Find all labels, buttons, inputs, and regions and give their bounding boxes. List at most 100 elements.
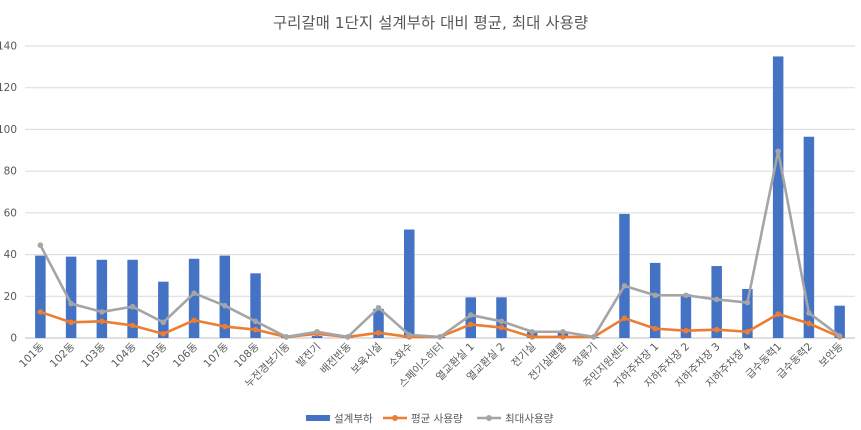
line-point xyxy=(129,322,136,329)
x-tick-label: 보육시설 xyxy=(349,341,385,377)
bar xyxy=(742,288,753,338)
line-series xyxy=(37,148,843,340)
y-tick-label: 100 xyxy=(0,124,17,136)
line-point xyxy=(560,328,566,335)
line-point xyxy=(806,310,812,316)
line-point xyxy=(683,327,689,334)
bar xyxy=(404,229,415,338)
line-point xyxy=(37,242,44,248)
x-tick-label: 107동 xyxy=(201,340,231,370)
bar xyxy=(127,259,138,338)
line-point xyxy=(683,292,689,299)
line-point xyxy=(129,303,136,310)
x-tick-label: 108동 xyxy=(232,340,262,370)
bar-series xyxy=(35,56,845,339)
bar xyxy=(619,213,630,338)
line-point xyxy=(529,328,536,335)
bar xyxy=(772,56,784,339)
line-point xyxy=(252,326,259,333)
legend-label: 설계부하 xyxy=(334,412,373,425)
x-tick-label: 소화수 xyxy=(386,340,415,369)
line-point xyxy=(652,325,658,332)
legend-swatch xyxy=(306,415,330,421)
x-tick-label: 102동 xyxy=(48,340,78,370)
bar xyxy=(250,273,261,338)
line-point xyxy=(621,283,628,289)
line-point xyxy=(744,328,751,335)
bar xyxy=(680,294,692,338)
line-point xyxy=(222,323,228,330)
bar xyxy=(96,259,108,338)
bar xyxy=(158,281,169,338)
bar xyxy=(373,308,384,338)
line-point xyxy=(99,309,105,315)
bar xyxy=(35,255,46,338)
legend: 설계부하 평균 사용량 최대사용량 xyxy=(306,412,554,425)
bar xyxy=(496,297,507,338)
legend-marker xyxy=(486,415,492,421)
line-point xyxy=(590,334,597,340)
line-point xyxy=(467,321,474,328)
line-point xyxy=(222,302,228,309)
x-tick-label: 보안등 xyxy=(817,340,846,369)
line-point xyxy=(836,333,843,339)
line-point xyxy=(713,326,720,333)
line-point xyxy=(775,311,781,317)
bar xyxy=(188,258,200,338)
line-point xyxy=(160,319,167,326)
x-tick-label: 정류기 xyxy=(571,341,600,370)
line-point xyxy=(744,299,751,306)
line-point xyxy=(775,148,781,155)
y-tick-label: 0 xyxy=(10,333,17,345)
line-point xyxy=(498,318,505,325)
line-point xyxy=(160,331,167,337)
line-point xyxy=(375,329,382,336)
line-point xyxy=(406,332,413,338)
line-point xyxy=(191,290,197,296)
line-point xyxy=(560,334,566,340)
y-tick-label: 140 xyxy=(0,41,17,53)
x-tick-label: 배전반동 xyxy=(318,340,354,376)
bar xyxy=(649,262,661,338)
line-point xyxy=(283,334,290,340)
bar xyxy=(834,305,845,338)
line-point xyxy=(314,328,320,335)
line-point xyxy=(529,334,536,340)
x-tick-label: 전기실 xyxy=(509,341,538,370)
line-point xyxy=(191,317,197,324)
bar xyxy=(65,256,77,338)
line-point xyxy=(68,319,74,326)
line-point xyxy=(99,318,105,325)
y-tick-label: 60 xyxy=(4,207,17,219)
line-point xyxy=(713,296,720,303)
x-tick-label: 106동 xyxy=(171,340,201,370)
bar xyxy=(311,335,323,338)
y-tick-label: 40 xyxy=(4,249,17,261)
y-tick-label: 80 xyxy=(4,166,17,178)
line-point xyxy=(344,334,351,340)
chart-title: 구리갈매 1단지 설계부하 대비 평균, 최대 사용량 xyxy=(273,14,588,32)
legend-marker xyxy=(392,415,398,421)
line-point xyxy=(498,324,505,331)
line-point xyxy=(375,304,382,311)
x-tick-label: 103동 xyxy=(78,340,108,370)
x-tick-label: 발전기 xyxy=(294,341,323,370)
line-point xyxy=(621,315,628,321)
line-point xyxy=(37,309,44,315)
x-tick-label: 101동 xyxy=(17,340,47,370)
line-point xyxy=(806,320,812,327)
y-tick-label: 120 xyxy=(0,82,17,94)
bar xyxy=(219,255,231,338)
legend-label: 최대사용량 xyxy=(505,413,554,425)
line-point xyxy=(437,334,443,340)
line-point xyxy=(652,292,658,299)
y-axis: 0 20 40 60 80 100 120 140 xyxy=(0,41,17,345)
line-point xyxy=(252,318,259,325)
line-point xyxy=(68,300,74,307)
line-point xyxy=(467,312,474,318)
y-tick-label: 20 xyxy=(4,291,17,303)
x-tick-label: 105동 xyxy=(140,340,170,370)
legend-label: 평균 사용량 xyxy=(411,413,463,425)
